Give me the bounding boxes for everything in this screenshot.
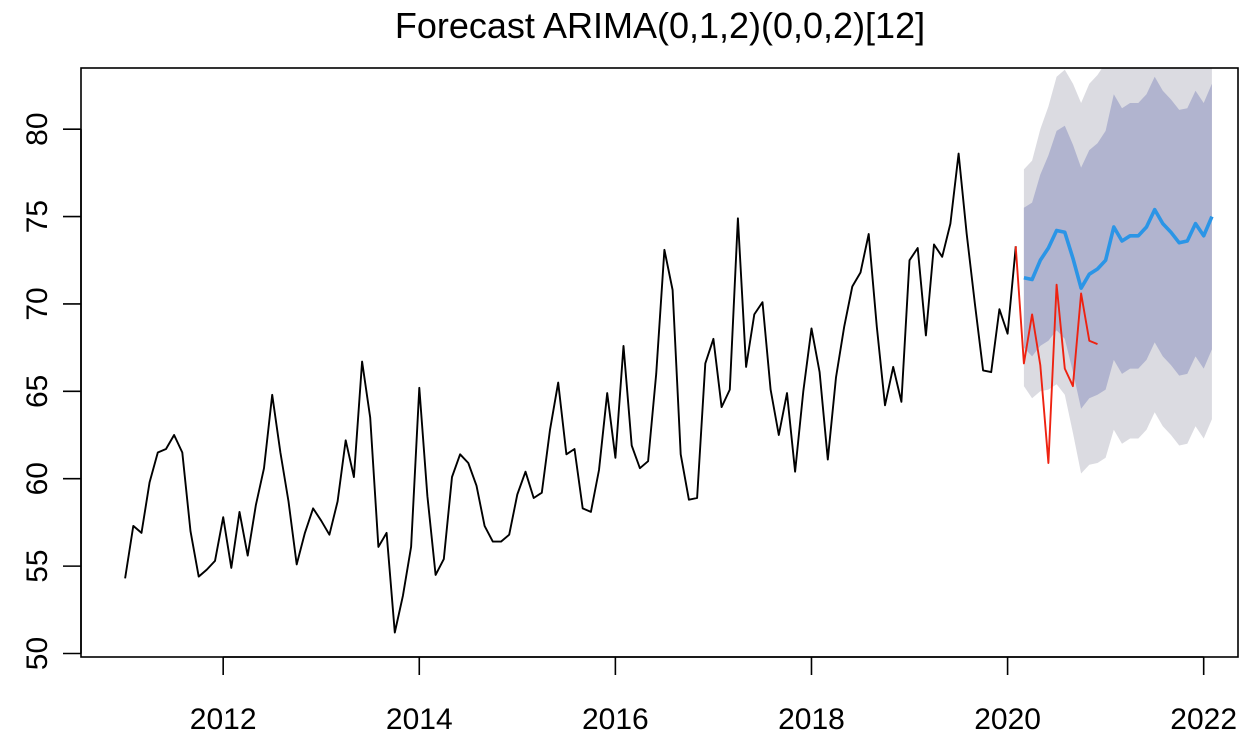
x-tick-label: 2016 xyxy=(582,703,649,736)
observed-series-line xyxy=(124,152,1017,634)
y-tick-label: 50 xyxy=(21,637,54,670)
x-tick-label: 2018 xyxy=(778,703,845,736)
y-tick-label: 80 xyxy=(21,112,54,145)
x-axis: 2012 2014 2016 2018 2020 2022 xyxy=(190,656,1237,736)
x-tick-label: 2014 xyxy=(386,703,453,736)
chart-title: Forecast ARIMA(0,1,2)(0,0,2)[12] xyxy=(395,5,925,46)
x-tick-label: 2020 xyxy=(974,703,1041,736)
y-tick-label: 55 xyxy=(21,549,54,582)
interval-80-band xyxy=(1023,76,1212,409)
x-tick-label: 2022 xyxy=(1170,703,1237,736)
y-axis: 50 55 60 65 70 75 80 xyxy=(21,112,82,670)
forecast-mean-line xyxy=(1023,207,1214,291)
y-tick-label: 70 xyxy=(21,287,54,320)
x-tick-label: 2012 xyxy=(190,703,257,736)
y-tick-label: 75 xyxy=(21,200,54,233)
actual-series-line xyxy=(1014,246,1098,464)
y-tick-label: 60 xyxy=(21,462,54,495)
y-tick-label: 65 xyxy=(21,375,54,408)
